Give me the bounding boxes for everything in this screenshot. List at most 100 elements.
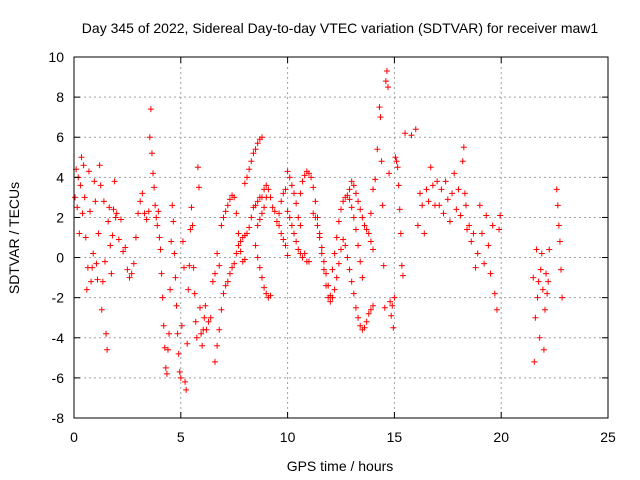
data-point [457,212,464,219]
data-point [291,230,298,237]
data-point [320,258,327,265]
data-point [85,168,92,175]
data-point [100,198,107,205]
data-point [235,230,242,237]
data-point [476,202,483,209]
data-point [414,222,421,229]
data-point [558,266,565,273]
data-point [244,174,251,181]
data-point [451,170,458,177]
data-point [352,190,359,197]
data-point [355,198,362,205]
data-point [314,222,321,229]
data-point [202,302,209,309]
data-point [382,78,389,85]
data-point [93,260,100,267]
data-point [295,246,302,253]
data-point [261,204,268,211]
data-point [532,314,539,321]
data-point [181,264,188,271]
data-point [267,292,274,299]
data-point [546,246,553,253]
data-point [388,312,395,319]
data-point [536,334,543,341]
data-point [461,190,468,197]
data-point [545,278,552,285]
data-point [248,214,255,221]
data-point [216,262,223,269]
data-point [331,250,338,257]
data-point [370,302,377,309]
data-point [244,230,251,237]
data-point [158,270,165,277]
data-point [470,230,477,237]
data-point [252,242,259,249]
data-point [346,266,353,273]
y-tick-label: 4 [56,169,64,185]
data-point [207,314,214,321]
data-point [214,342,221,349]
data-point [493,306,500,313]
data-point [310,184,317,191]
data-point [361,222,368,229]
data-point [423,186,430,193]
data-point [224,278,231,285]
data-point [95,230,102,237]
data-point [115,236,122,243]
data-point [82,234,89,241]
data-point [284,208,291,215]
data-point [190,264,197,271]
data-point [392,154,399,161]
data-point [122,244,129,251]
data-point [397,230,404,237]
data-point [195,184,202,191]
data-point [293,200,300,207]
data-point [126,274,133,281]
data-point [214,250,221,257]
data-point [173,302,180,309]
y-tick-label: -8 [52,410,65,426]
data-point [156,234,163,241]
data-point [346,196,353,203]
data-point [135,210,142,217]
data-point [318,250,325,257]
data-point [194,164,201,171]
data-point [333,274,340,281]
data-point [97,182,104,189]
grid-lines [74,57,608,418]
data-point [323,270,330,277]
data-point [377,114,384,121]
data-point [540,346,547,353]
data-point [98,306,105,313]
data-point [312,198,319,205]
data-point [350,290,357,297]
data-point [395,182,402,189]
data-point [338,246,344,253]
data-point [155,208,162,215]
data-point [297,222,304,229]
data-point [543,270,550,277]
data-point [365,310,372,317]
data-point [305,258,312,265]
data-point [390,324,397,331]
data-point [137,198,144,205]
data-point [335,260,342,267]
data-point [301,172,308,179]
data-point [398,262,405,269]
data-point [280,190,287,197]
data-point [220,290,227,297]
data-point [143,216,150,223]
x-tick-label: 15 [387,429,403,445]
tick-marks [73,56,609,419]
data-point [444,196,451,203]
data-point [381,304,388,311]
data-point [535,278,542,285]
data-point [412,126,419,133]
data-point [252,146,259,153]
data-point [295,214,302,221]
data-point [419,202,426,209]
data-point [389,302,396,309]
data-point [145,208,152,215]
data-point [167,286,174,293]
data-point [357,322,364,329]
